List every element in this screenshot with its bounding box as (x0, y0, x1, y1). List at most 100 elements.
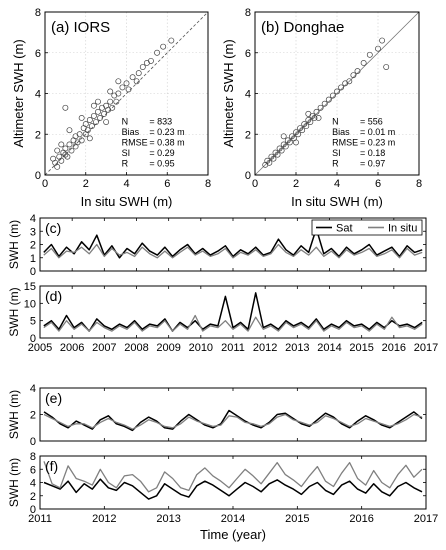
x-tick-label: 2007 (92, 342, 116, 354)
timeseries-panel-f: 024 68 2011 2012 2013 2014 2015 2016 2017 (f) SWH … (7, 451, 438, 542)
data-point (272, 149, 279, 156)
series-line (43, 314, 423, 332)
y-tick-label: 4 (30, 383, 36, 395)
data-point (168, 37, 175, 44)
series-line (43, 413, 423, 430)
stat-name: Bias (332, 127, 350, 137)
data-point (129, 74, 136, 81)
data-point (95, 108, 101, 115)
x-tick-label: 2016 (349, 513, 373, 525)
x-tick-label: 6 (164, 178, 170, 190)
data-point (86, 135, 93, 142)
y-tick-label: 2 (30, 240, 36, 252)
data-point (82, 121, 89, 128)
y-tick-label: 2 (35, 129, 41, 141)
legend: Sat In situ (311, 219, 423, 236)
data-point (307, 119, 314, 125)
data-point (123, 80, 130, 87)
data-point (278, 147, 285, 154)
data-point (354, 68, 361, 75)
x-tick-label: 2011 (28, 513, 52, 525)
stat-value: = 556 (360, 116, 383, 126)
stat-name: Bias (122, 127, 140, 137)
data-point (78, 114, 85, 121)
data-point (284, 137, 291, 144)
x-tick-label: 4 (334, 178, 340, 190)
stat-value: = 0.38 m (149, 137, 184, 147)
data-point (90, 102, 97, 109)
legend-label: In situ (388, 223, 417, 235)
data-point (286, 139, 293, 146)
data-point (107, 88, 114, 95)
data-point (305, 117, 312, 123)
y-tick-label: 6 (30, 464, 36, 476)
data-point (109, 104, 116, 111)
data-point (62, 104, 69, 111)
stat-value: = 0.18 (360, 148, 385, 158)
data-point (90, 112, 97, 119)
stat-value: = 0.01 m (360, 127, 395, 137)
series-line (43, 461, 423, 493)
y-tick-label: 2 (245, 129, 251, 141)
data-point (78, 137, 85, 144)
y-tick-label: 0 (35, 170, 41, 182)
x-tick-label: 2014 (221, 513, 245, 525)
data-point (62, 145, 69, 152)
x-tick-label: 2009 (156, 342, 180, 354)
y-tick-label: 1 (30, 253, 36, 265)
data-point (88, 123, 95, 130)
x-tick-label: 2011 (221, 342, 245, 354)
stat-name: R (332, 158, 339, 168)
data-point (366, 51, 373, 58)
x-tick-label: 2016 (382, 342, 406, 354)
data-point (295, 131, 301, 138)
y-axis-label: Altimeter SWH (m) (221, 39, 236, 147)
data-point (315, 114, 322, 121)
data-point (329, 92, 336, 99)
scatter-panel-iors: 0 2 4 6 8 0 2 4 6 8 (a) IORS N = 833 Bias = 0.23 mRMSE… (11, 7, 211, 209)
data-point (360, 59, 367, 66)
panel-label: (c) (45, 220, 61, 236)
timeseries-panel-c: 012 34 (c) SWH (m) Sat In situ (7, 213, 427, 278)
data-point (325, 96, 332, 103)
x-tick-label: 2008 (124, 342, 148, 354)
legend-label: Sat (336, 223, 353, 235)
data-point (383, 64, 390, 70)
data-point (317, 104, 324, 111)
y-tick-label: 0 (30, 504, 36, 516)
y-tick-label: 0 (30, 333, 36, 345)
data-point (101, 110, 108, 117)
x-tick-label: 8 (205, 178, 211, 190)
data-point (107, 98, 114, 105)
data-point (375, 45, 381, 52)
y-tick-label: 8 (245, 7, 251, 19)
data-point (270, 155, 277, 162)
y-tick-label: 8 (30, 451, 36, 463)
data-point (95, 98, 101, 105)
data-point (160, 43, 167, 50)
y-axis-label: SWH (m) (7, 458, 21, 507)
stat-name: SI (332, 148, 341, 158)
x-axis-label: Time (year) (200, 527, 266, 542)
x-tick-label: 2 (83, 178, 89, 190)
data-point (54, 147, 61, 154)
data-point (97, 114, 103, 121)
series-line (43, 409, 423, 432)
stat-value: = 0.95 (149, 158, 174, 168)
data-point (154, 49, 161, 56)
y-tick-label: 2 (30, 491, 36, 503)
data-point (280, 141, 287, 148)
legend-box (311, 219, 423, 236)
data-point (62, 151, 69, 158)
data-point (133, 78, 140, 85)
data-point (84, 127, 91, 134)
series-line (43, 227, 423, 259)
data-point (350, 72, 357, 79)
y-tick-label: 2 (30, 410, 36, 422)
panel-label: (e) (45, 390, 62, 406)
stat-name: RMSE (122, 137, 148, 147)
y-tick-label: 6 (35, 48, 41, 60)
data-point (68, 147, 75, 154)
y-tick-label: 4 (30, 213, 36, 225)
data-point (297, 125, 304, 132)
